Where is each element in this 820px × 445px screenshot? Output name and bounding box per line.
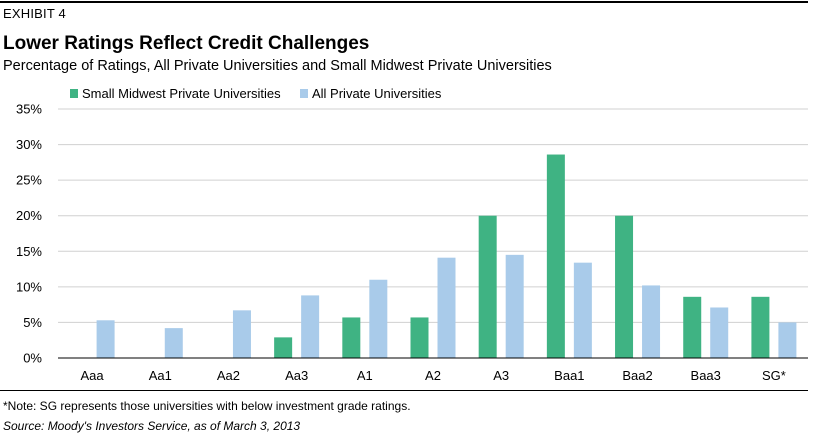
- x-tick-label: Aa3: [285, 368, 308, 383]
- bar-all-private: [232, 310, 251, 358]
- y-tick-label: 20%: [16, 208, 42, 223]
- bar-all-private: [778, 322, 797, 358]
- x-tick-label: SG*: [762, 368, 786, 383]
- y-tick-label: 5%: [23, 315, 42, 330]
- bar-small-midwest: [751, 296, 770, 358]
- legend-label-small-midwest: Small Midwest Private Universities: [82, 86, 281, 101]
- bar-all-private: [573, 262, 592, 358]
- legend-label-all-private: All Private Universities: [312, 86, 442, 101]
- legend-swatch-small-midwest: [70, 89, 78, 98]
- y-tick-label: 35%: [16, 102, 42, 117]
- x-tick-label: A2: [425, 368, 441, 383]
- bar-small-midwest: [478, 215, 497, 358]
- x-tick-label: A1: [357, 368, 373, 383]
- y-tick-label: 25%: [16, 173, 42, 188]
- x-tick-label: Aaa: [81, 368, 105, 383]
- bar-all-private: [505, 254, 524, 358]
- x-tick-label: A3: [493, 368, 509, 383]
- bar-small-midwest: [342, 317, 361, 358]
- x-tick-label: Baa3: [691, 368, 721, 383]
- bar-all-private: [369, 279, 388, 358]
- bar-all-private: [164, 328, 183, 358]
- exhibit-label: EXHIBIT 4: [3, 6, 66, 21]
- bar-small-midwest: [410, 317, 429, 358]
- x-tick-label: Baa1: [554, 368, 584, 383]
- bar-all-private: [96, 320, 115, 358]
- bar-small-midwest: [683, 296, 702, 358]
- top-rule: [0, 1, 808, 3]
- y-tick-label: 30%: [16, 137, 42, 152]
- chart-bottom-rule: [0, 390, 808, 391]
- bar-all-private: [437, 257, 456, 358]
- bar-all-private: [301, 295, 320, 358]
- bar-small-midwest: [274, 337, 293, 358]
- source-line: Source: Moody's Investors Service, as of…: [3, 419, 301, 433]
- chart-title: Lower Ratings Reflect Credit Challenges: [3, 33, 370, 54]
- x-tick-label: Aa2: [217, 368, 240, 383]
- footnote: *Note: SG represents those universities …: [3, 399, 411, 413]
- bar-chart: 0% 5% 10% 15% 20% 25% 30% 35% Aaa Aa1 Aa2 Aa3 A1 A2 A3…: [16, 102, 808, 383]
- bar-all-private: [710, 307, 729, 358]
- y-tick-label: 15%: [16, 244, 42, 259]
- bar-small-midwest: [615, 215, 634, 358]
- x-tick-label: Aa1: [149, 368, 172, 383]
- legend-swatch-all-private: [300, 89, 308, 98]
- bar-small-midwest: [546, 154, 565, 358]
- y-tick-label: 0%: [23, 351, 42, 366]
- y-tick-label: 10%: [16, 279, 42, 294]
- chart-subtitle: Percentage of Ratings, All Private Unive…: [3, 58, 552, 74]
- bar-all-private: [642, 285, 661, 358]
- x-tick-label: Baa2: [622, 368, 652, 383]
